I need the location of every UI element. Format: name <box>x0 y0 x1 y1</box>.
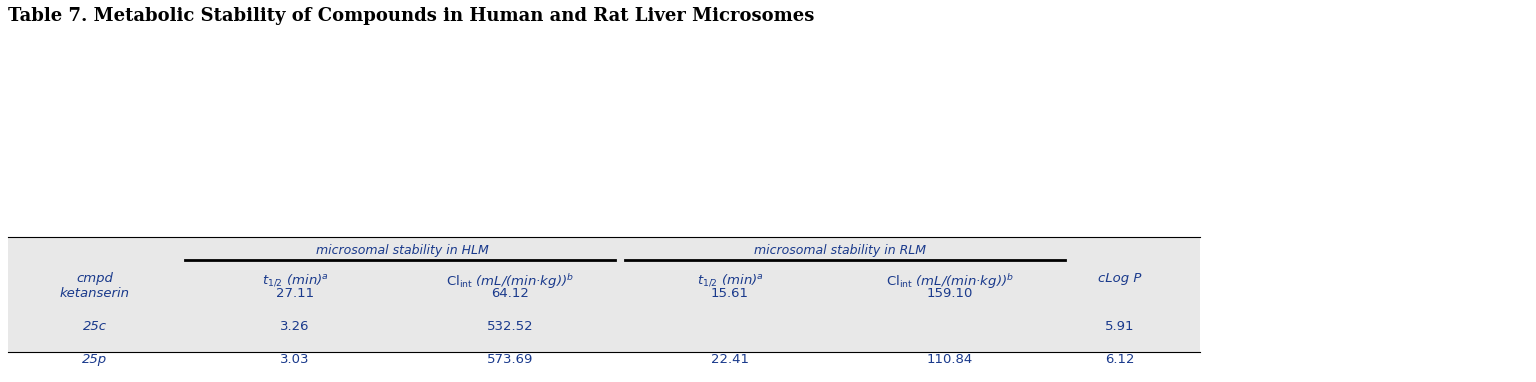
Text: microsomal stability in RLM: microsomal stability in RLM <box>754 244 926 257</box>
Text: 22.41: 22.41 <box>711 353 750 366</box>
Text: cmpd: cmpd <box>77 272 114 285</box>
Text: $t_{1/2}$ (min)$^{a}$: $t_{1/2}$ (min)$^{a}$ <box>697 272 763 288</box>
Text: 15.61: 15.61 <box>711 287 750 300</box>
Text: Table 7. Metabolic Stability of Compounds in Human and Rat Liver Microsomes: Table 7. Metabolic Stability of Compound… <box>8 7 814 25</box>
Text: 5.91: 5.91 <box>1106 320 1135 333</box>
Text: cLog P: cLog P <box>1098 272 1141 285</box>
Text: $\mathrm{Cl_{int}}$ (mL/(min·kg))$^{b}$: $\mathrm{Cl_{int}}$ (mL/(min·kg))$^{b}$ <box>445 272 574 291</box>
Text: $\mathrm{Cl_{int}}$ (mL/(min·kg))$^{b}$: $\mathrm{Cl_{int}}$ (mL/(min·kg))$^{b}$ <box>886 272 1014 291</box>
Text: 573.69: 573.69 <box>487 353 533 366</box>
Text: 25c: 25c <box>83 320 108 333</box>
Text: 110.84: 110.84 <box>926 353 974 366</box>
Text: 159.10: 159.10 <box>926 287 974 300</box>
Text: 3.26: 3.26 <box>280 320 310 333</box>
Text: 25p: 25p <box>83 353 108 366</box>
Text: 3.03: 3.03 <box>280 353 310 366</box>
Text: 27.11: 27.11 <box>276 287 313 300</box>
Text: 532.52: 532.52 <box>487 320 533 333</box>
Text: ketanserin: ketanserin <box>60 287 131 300</box>
Text: $t_{1/2}$ (min)$^{a}$: $t_{1/2}$ (min)$^{a}$ <box>261 272 329 288</box>
Text: 6.12: 6.12 <box>1106 353 1135 366</box>
Text: 64.12: 64.12 <box>492 287 528 300</box>
Text: microsomal stability in HLM: microsomal stability in HLM <box>316 244 488 257</box>
Bar <box>8 237 1200 352</box>
